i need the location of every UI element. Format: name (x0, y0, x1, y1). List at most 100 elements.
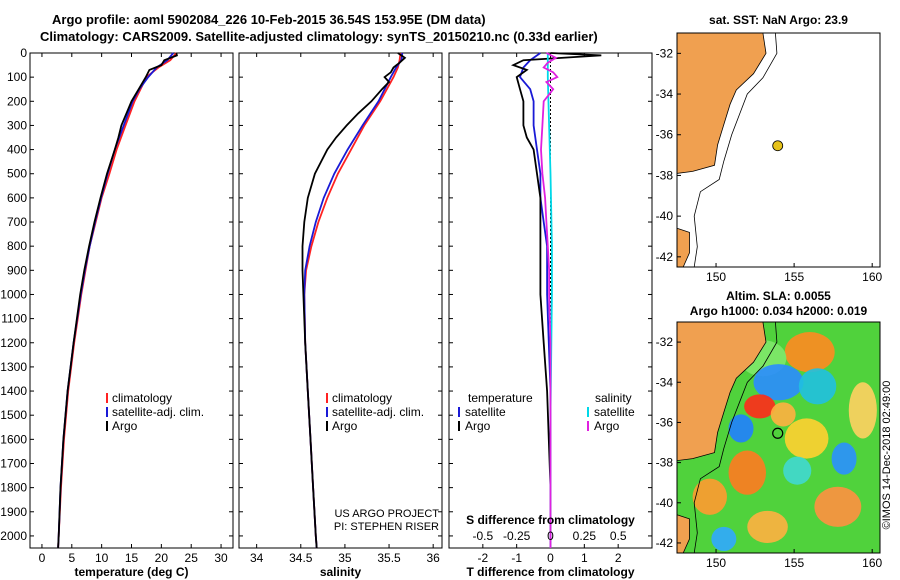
sla-anomaly-blob (728, 414, 754, 443)
legend-label: Argo (332, 419, 358, 433)
depth-tick-label: 0 (20, 46, 27, 60)
lon-tick-label: 150 (706, 556, 726, 570)
depth-tick-label: 400 (7, 143, 27, 157)
lat-tick-label: -34 (656, 375, 674, 389)
legend-label: Argo (594, 419, 620, 433)
x-tick-label: 0 (39, 551, 46, 565)
lat-tick-label: -40 (656, 496, 674, 510)
depth-tick-label: 300 (7, 118, 27, 132)
sla-anomaly-blob (692, 478, 727, 515)
sla-anomaly-blob (814, 486, 862, 527)
x-tick-label: 20 (155, 551, 169, 565)
imos-watermark: ©IMOS 14-Dec-2018 02:49:00 (881, 381, 893, 530)
t-argo-line (510, 52, 602, 548)
lat-tick-label: -32 (656, 46, 674, 60)
x-tick-label: 0 (547, 551, 554, 565)
x-tick-label: 35.5 (377, 551, 401, 565)
lon-tick-label: 160 (862, 270, 882, 284)
s-difference-label: S difference from climatology (466, 513, 635, 527)
sla-map-title-line1: Altim. SLA: 0.0055 (726, 289, 831, 303)
diff-legend-sal-title: salinity (595, 391, 632, 405)
legend-label: climatology (332, 391, 392, 405)
depth-tick-label: 600 (7, 191, 27, 205)
temperature-panel-xlabel: temperature (deg C) (74, 565, 188, 579)
project-credit-line1: US ARGO PROJECT (334, 508, 439, 520)
lat-tick-label: -34 (656, 87, 674, 101)
isobath-line (693, 32, 778, 268)
salinity-panel-xlabel: salinity (320, 565, 362, 579)
salinity-tick-label: 0 (547, 529, 554, 543)
lat-tick-label: -32 (656, 335, 674, 349)
diff-legend-temp-title: temperature (468, 391, 533, 405)
sla-anomaly-blob (784, 418, 829, 459)
x-tick-label: 36 (426, 551, 440, 565)
map-frame (676, 321, 881, 554)
x-tick-label: 30 (214, 551, 228, 565)
depth-tick-label: 900 (7, 263, 27, 277)
lat-tick-label: -36 (656, 415, 674, 429)
depth-tick-label: 2000 (0, 529, 27, 543)
depth-tick-label: 800 (7, 239, 27, 253)
x-tick-label: 35 (338, 551, 352, 565)
salinity-tick-label: 0.5 (610, 529, 627, 543)
float-position-marker (772, 140, 784, 152)
depth-tick-label: 200 (7, 94, 27, 108)
x-tick-label: 1 (581, 551, 588, 565)
legend-label: satellite-adj. clim. (112, 405, 204, 419)
land-mainland (676, 321, 767, 462)
lon-tick-label: 160 (862, 556, 882, 570)
climatologyline (57, 52, 177, 549)
depth-tick-label: 1400 (0, 384, 27, 398)
sla-anomaly-blob (744, 394, 776, 419)
satellite-adj-clim-line (57, 52, 174, 549)
x-tick-label: 25 (185, 551, 199, 565)
x-tick-label: 5 (68, 551, 75, 565)
climatologyline (303, 52, 402, 549)
lon-tick-label: 150 (706, 270, 726, 284)
depth-tick-label: 700 (7, 215, 27, 229)
x-tick-label: -2 (477, 551, 488, 565)
sla-anomaly-blob (711, 526, 737, 551)
lon-tick-label: 155 (784, 270, 804, 284)
depth-tick-label: 1300 (0, 360, 27, 374)
legend-label: satellite-adj. clim. (332, 405, 424, 419)
salinity-tick-label: 0.25 (573, 529, 597, 543)
sla-anomaly-blob (831, 442, 857, 475)
argoline (57, 52, 178, 549)
project-credit-line2: PI: STEPHEN RISER (334, 521, 439, 533)
lat-tick-label: -38 (656, 456, 674, 470)
depth-tick-label: 1000 (0, 287, 27, 301)
sla-anomaly-blob (848, 382, 877, 439)
depth-tick-label: 100 (7, 70, 27, 84)
sst-map-title: sat. SST: NaN Argo: 23.9 (709, 13, 848, 27)
float-position-marker (772, 427, 784, 439)
sla-anomaly-blob (728, 450, 767, 495)
x-tick-label: 10 (95, 551, 109, 565)
sla-anomaly-blob (783, 456, 812, 485)
lat-tick-label: -40 (656, 209, 674, 223)
x-tick-label: 15 (125, 551, 139, 565)
depth-tick-label: 500 (7, 167, 27, 181)
isobath-line (693, 321, 778, 554)
sla-anomaly-blob (753, 364, 804, 401)
map-frame (676, 32, 881, 268)
lat-tick-label: -38 (656, 168, 674, 182)
depth-tick-label: 1800 (0, 481, 27, 495)
sla-anomaly-blob (770, 402, 796, 427)
legend-label: Argo (112, 419, 138, 433)
sla-anomaly-blob (747, 510, 788, 543)
legend-label: satellite (594, 405, 635, 419)
salinity-tick-label: -0.5 (472, 529, 493, 543)
salinity-panel-frame (238, 52, 443, 549)
x-tick-label: 34.5 (289, 551, 313, 565)
legend-label: climatology (112, 391, 172, 405)
figure-title-line1: Argo profile: aoml 5902084_226 10-Feb-20… (52, 12, 486, 27)
lat-tick-label: -36 (656, 128, 674, 142)
salinity-tick-label: -0.25 (503, 529, 531, 543)
depth-tick-label: 1600 (0, 432, 27, 446)
difference-panel-xlabel: T difference from climatology (466, 565, 634, 579)
depth-tick-label: 1900 (0, 505, 27, 519)
sla-map-title-line2: Argo h1000: 0.034 h2000: 0.019 (690, 304, 868, 318)
sla-anomaly-blob (798, 368, 837, 405)
legend-label: Argo (465, 419, 491, 433)
